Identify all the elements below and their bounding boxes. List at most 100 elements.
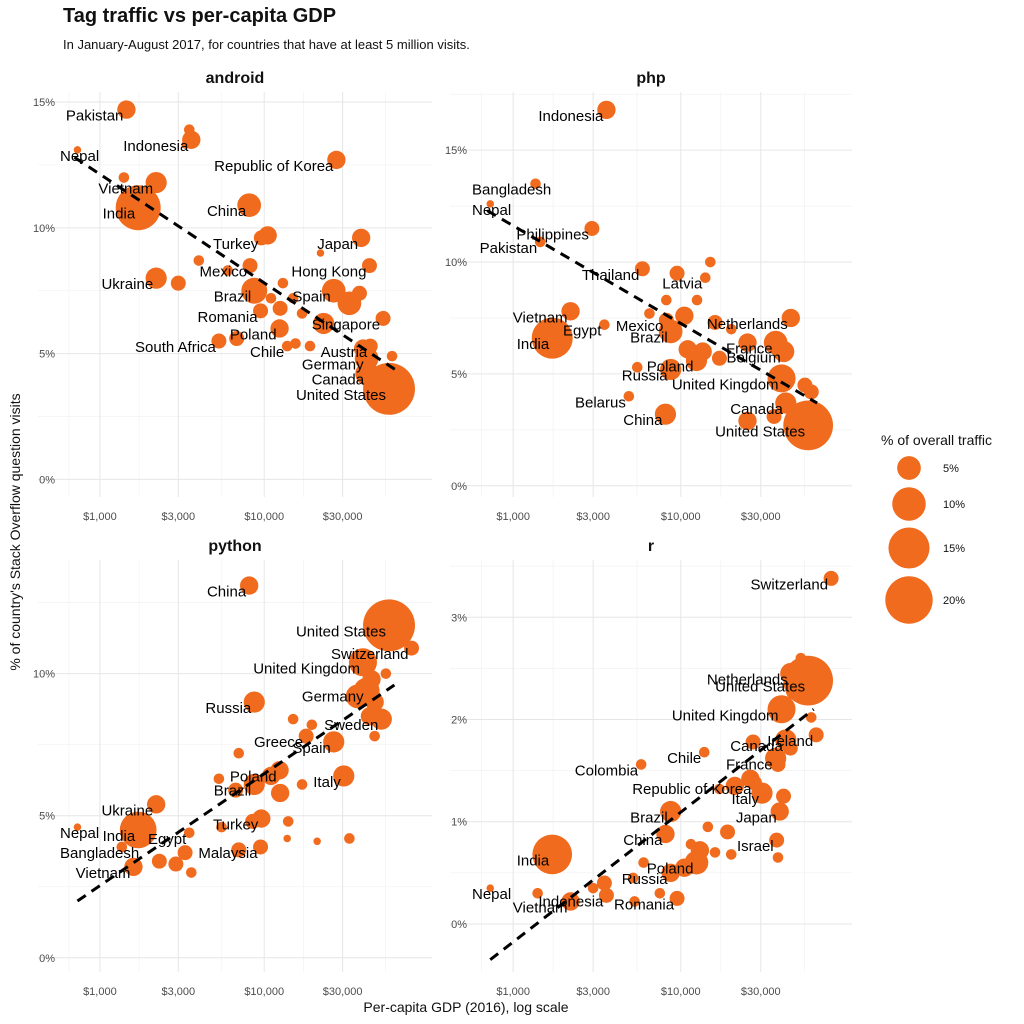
data-point	[725, 849, 737, 860]
data-point-china	[239, 576, 259, 595]
point-label: Belarus	[575, 394, 626, 411]
x-tick-label: $30,000	[323, 511, 363, 523]
data-point-turkey	[253, 230, 269, 246]
data-point-united-states	[363, 599, 415, 652]
data-point	[351, 285, 367, 301]
data-point	[186, 867, 197, 878]
facet-title-python: python	[208, 538, 261, 555]
y-tick-label: 10%	[33, 223, 55, 235]
point-label: India	[517, 852, 550, 869]
point-label: Romania	[198, 309, 259, 326]
data-point-belarus	[623, 391, 635, 402]
facet-title-php: php	[636, 70, 666, 87]
point-label: South Africa	[135, 339, 217, 356]
data-point-ukraine	[146, 795, 166, 814]
data-point-egypt	[599, 319, 610, 331]
data-point-colombia	[635, 759, 647, 770]
data-point	[776, 788, 792, 804]
panels-layer: $1,000 $3,000 $10,000 $30,000 0% 5% 10% 15% andr…	[33, 70, 852, 998]
legend-label: 20%	[943, 595, 965, 607]
data-point	[629, 896, 640, 907]
x-tick-label: $3,000	[161, 986, 195, 998]
y-tick-label: 1%	[451, 817, 467, 829]
data-point-china	[237, 193, 262, 218]
data-point-russia	[243, 691, 265, 713]
data-point	[270, 783, 290, 803]
data-point-hong-kong	[361, 258, 377, 274]
data-point-bangladesh	[530, 178, 541, 190]
data-point-romania	[253, 303, 269, 319]
point-label: United States	[715, 679, 805, 696]
point-label: Mexico	[616, 318, 664, 335]
point-label: Spain	[292, 289, 330, 306]
data-point	[678, 340, 697, 359]
point-label: Russia	[622, 367, 669, 384]
point-label: Russia	[205, 700, 252, 717]
data-point	[345, 684, 370, 709]
point-label: Singapore	[312, 316, 380, 333]
data-point-spain	[323, 731, 345, 753]
data-point-russia	[661, 863, 680, 883]
point-label: Brazil	[630, 809, 668, 826]
point-label: Nepal	[472, 202, 511, 219]
y-tick-label: 5%	[39, 811, 55, 823]
data-point	[725, 776, 745, 796]
point-label: Switzerland	[331, 646, 409, 663]
point-label: China	[623, 412, 663, 429]
data-point	[344, 833, 355, 844]
legend-key	[888, 527, 930, 569]
data-point-pakistan	[117, 100, 136, 119]
data-point-ireland	[808, 727, 824, 743]
data-point-brazil	[660, 800, 682, 823]
point-label: France	[726, 341, 773, 358]
data-point	[782, 740, 798, 756]
point-label: Indonesia	[538, 108, 604, 125]
data-point	[805, 712, 817, 723]
point-label: Poland	[230, 768, 277, 785]
data-point	[118, 172, 130, 183]
point-label: Turkey	[213, 817, 259, 834]
x-tick-label: $10,000	[661, 986, 701, 998]
data-point-nepal	[486, 200, 494, 208]
facet-title-android: android	[206, 70, 265, 87]
data-point	[532, 887, 543, 899]
y-tick-label: 0%	[39, 474, 55, 486]
data-point-bangladesh	[116, 841, 128, 853]
point-label: United States	[296, 387, 386, 404]
data-point	[709, 847, 721, 858]
data-point-india	[115, 185, 161, 231]
point-label: Republic of Korea	[214, 158, 334, 175]
data-point-greece	[298, 728, 314, 744]
point-label: Nepal	[60, 825, 99, 842]
point-label: Pakistan	[480, 240, 538, 257]
point-label: Ukraine	[101, 276, 153, 293]
data-point	[669, 265, 685, 281]
data-point-united-states	[783, 400, 834, 451]
data-point	[222, 265, 234, 276]
data-point	[766, 408, 782, 424]
x-tick-label: $3,000	[576, 511, 610, 523]
point-label: Austria	[321, 344, 368, 361]
data-point-indonesia	[597, 100, 616, 120]
legend-key	[892, 487, 926, 521]
data-point-latvia	[700, 272, 711, 284]
point-label: United Kingdom	[253, 660, 360, 677]
point-label: Romania	[614, 896, 675, 913]
data-point-canada	[775, 392, 797, 414]
data-point-switzerland	[823, 570, 839, 586]
point-label: Japan	[317, 236, 358, 253]
point-label: Brazil	[214, 782, 252, 799]
data-point-belgium	[773, 340, 795, 363]
point-label: Canada	[730, 401, 783, 418]
point-label: India	[103, 828, 136, 845]
data-point	[631, 361, 643, 373]
data-point-malaysia	[253, 839, 269, 855]
data-point-indonesia	[598, 887, 614, 903]
point-label: United States	[715, 423, 805, 440]
legend-label: 15%	[943, 543, 965, 555]
point-label: Canada	[730, 738, 783, 755]
data-point	[265, 292, 277, 304]
point-label: United Kingdom	[672, 376, 779, 393]
point-label: Poland	[647, 861, 694, 878]
data-point-south-africa	[211, 333, 227, 349]
